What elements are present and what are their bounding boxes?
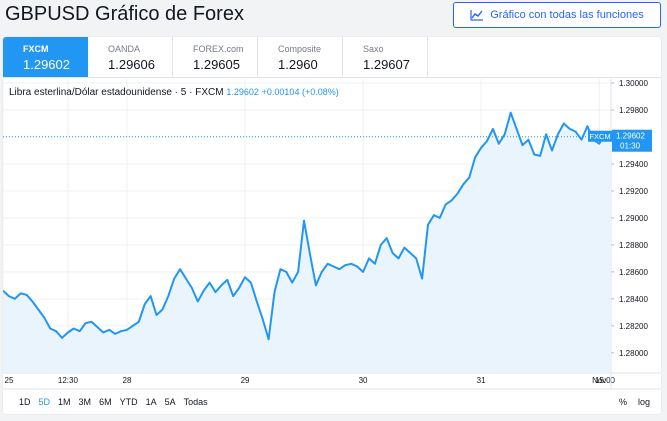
full-chart-button[interactable]: Gráfico con todas las funciones bbox=[453, 2, 661, 28]
source-name: FOREX.com bbox=[193, 44, 244, 54]
source-value: 1.2960 bbox=[278, 57, 318, 72]
y-tick-label: 1.28800 bbox=[619, 241, 648, 250]
chart-legend: Libra esterlina/Dólar estadounidense · 5… bbox=[9, 87, 339, 98]
source-value: 1.29606 bbox=[108, 57, 155, 72]
timeframe-1m[interactable]: 1M bbox=[58, 397, 71, 407]
y-tick-label: 1.29400 bbox=[619, 160, 648, 169]
source-name: Composite bbox=[278, 44, 322, 54]
source-tab-forex-com[interactable]: FOREX.com 1.29605 bbox=[173, 37, 258, 77]
y-tick-label: 1.28200 bbox=[619, 322, 648, 331]
source-value: 1.29607 bbox=[363, 57, 410, 72]
source-tabs: FXCM 1.29602 OANDA 1.29606 FOREX.com 1.2… bbox=[3, 37, 428, 77]
y-tick-label: 1.29800 bbox=[619, 106, 648, 115]
x-tick-label: 31 bbox=[477, 376, 486, 385]
timeframe-6m[interactable]: 6M bbox=[99, 397, 112, 407]
source-name: OANDA bbox=[108, 44, 141, 54]
y-tick-label: 1.28400 bbox=[619, 295, 648, 304]
source-name: FXCM bbox=[23, 44, 49, 54]
full-chart-button-label: Gráfico con todas las funciones bbox=[490, 9, 644, 21]
source-value: 1.29605 bbox=[193, 57, 240, 72]
timeframe-todas[interactable]: Todas bbox=[183, 397, 208, 407]
x-tick-label: 25 bbox=[5, 376, 14, 385]
x-tick-label: 15:00 bbox=[595, 376, 616, 385]
price-chart[interactable]: 1.300001.298001.296001.294001.292001.290… bbox=[3, 37, 661, 414]
timeframe-1a[interactable]: 1A bbox=[145, 397, 157, 407]
price-tag-source-bg bbox=[588, 130, 612, 142]
tabs-divider bbox=[3, 77, 661, 78]
price-tag-countdown: 01:30 bbox=[620, 142, 641, 151]
legend-last: 1.29602 bbox=[226, 87, 259, 97]
source-name: Saxo bbox=[363, 44, 384, 54]
y-tick-label: 1.29200 bbox=[619, 187, 648, 196]
timeframe-5d[interactable]: 5D bbox=[38, 397, 51, 407]
x-tick-label: 28 bbox=[123, 376, 132, 385]
y-tick-label: 1.30000 bbox=[619, 79, 648, 88]
timeframe-5a[interactable]: 5A bbox=[164, 397, 176, 407]
timeframe-3m[interactable]: 3M bbox=[78, 397, 92, 407]
page-title: GBPUSD Gráfico de Forex bbox=[5, 3, 244, 25]
x-tick-label: 30 bbox=[359, 376, 368, 385]
legend-symbol: Libra esterlina/Dólar estadounidense · 5… bbox=[9, 87, 224, 98]
chart-line-icon bbox=[470, 10, 484, 21]
price-tag-source: FXCM bbox=[589, 132, 610, 141]
legend-change: +0.00104 (+0.08%) bbox=[261, 87, 339, 97]
x-tick-label: Nov bbox=[592, 376, 606, 385]
source-value: 1.29602 bbox=[23, 57, 70, 72]
price-line bbox=[3, 111, 612, 341]
x-tick-label: 29 bbox=[241, 376, 250, 385]
source-tab-composite[interactable]: Composite 1.2960 bbox=[258, 37, 343, 77]
source-tab-oanda[interactable]: OANDA 1.29606 bbox=[88, 37, 173, 77]
timeframe-bar: 1D 5D 1M 3M 6M YTD 1A 5A Todas bbox=[15, 397, 212, 407]
y-tick-label: 1.28600 bbox=[619, 268, 648, 277]
x-tick-label: 12:30 bbox=[58, 376, 79, 385]
source-tab-fxcm[interactable]: FXCM 1.29602 bbox=[3, 37, 88, 77]
price-tag-value: 1.29602 bbox=[616, 132, 645, 141]
price-tag-bg bbox=[612, 129, 652, 152]
timeframe-ytd[interactable]: YTD bbox=[119, 397, 138, 407]
log-scale-toggle[interactable]: log bbox=[638, 397, 651, 407]
percent-scale-toggle[interactable]: % bbox=[619, 397, 628, 407]
y-tick-label: 1.29000 bbox=[619, 214, 648, 223]
timeframe-1d[interactable]: 1D bbox=[19, 397, 31, 407]
chart-widget: 1.300001.298001.296001.294001.292001.290… bbox=[3, 37, 661, 414]
y-tick-label: 1.28000 bbox=[619, 349, 648, 358]
source-tab-saxo[interactable]: Saxo 1.29607 bbox=[343, 37, 428, 77]
